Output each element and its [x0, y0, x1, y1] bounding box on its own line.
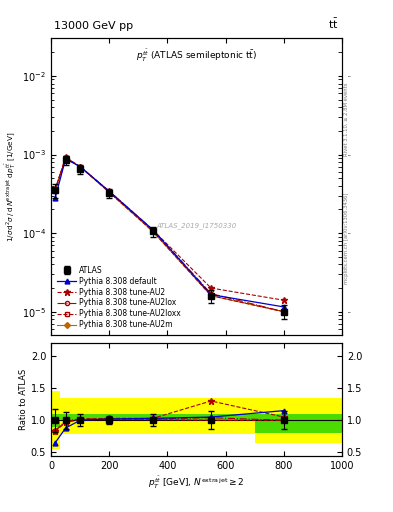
Pythia 8.308 tune-AU2lox	[151, 227, 155, 233]
Pythia 8.308 default	[63, 156, 68, 162]
Pythia 8.308 default	[78, 164, 83, 170]
Pythia 8.308 tune-AU2	[78, 164, 83, 170]
Pythia 8.308 tune-AU2loxx	[107, 189, 112, 196]
Pythia 8.308 tune-AU2loxx	[281, 309, 286, 315]
Text: ATLAS_2019_I1750330: ATLAS_2019_I1750330	[156, 222, 237, 229]
Pythia 8.308 tune-AU2lox	[63, 154, 68, 160]
Pythia 8.308 tune-AU2m	[281, 309, 286, 315]
Pythia 8.308 tune-AU2lox	[53, 186, 57, 193]
Pythia 8.308 tune-AU2	[151, 227, 155, 233]
Pythia 8.308 tune-AU2lox	[107, 188, 112, 195]
Pythia 8.308 tune-AU2loxx	[63, 155, 68, 161]
Line: Pythia 8.308 tune-AU2: Pythia 8.308 tune-AU2	[52, 154, 287, 303]
Pythia 8.308 tune-AU2	[63, 154, 68, 160]
Line: Pythia 8.308 tune-AU2m: Pythia 8.308 tune-AU2m	[53, 156, 286, 314]
Pythia 8.308 tune-AU2loxx	[151, 228, 155, 234]
Line: Pythia 8.308 tune-AU2lox: Pythia 8.308 tune-AU2lox	[53, 155, 286, 314]
Pythia 8.308 tune-AU2m	[53, 187, 57, 194]
Legend: ATLAS, Pythia 8.308 default, Pythia 8.308 tune-AU2, Pythia 8.308 tune-AU2lox, Py: ATLAS, Pythia 8.308 default, Pythia 8.30…	[55, 263, 184, 332]
Line: Pythia 8.308 tune-AU2loxx: Pythia 8.308 tune-AU2loxx	[53, 156, 286, 314]
Pythia 8.308 tune-AU2loxx	[78, 164, 83, 170]
Y-axis label: $1/\sigma\,\mathrm{d}^2\sigma\,/\,\mathrm{d}\,N^{\mathrm{extra\,jet}}\,\mathrm{d: $1/\sigma\,\mathrm{d}^2\sigma\,/\,\mathr…	[4, 132, 18, 242]
Pythia 8.308 tune-AU2m	[209, 292, 213, 298]
Text: Rivet 3.1.10, ≥ 2.8M events: Rivet 3.1.10, ≥ 2.8M events	[344, 83, 349, 157]
Pythia 8.308 tune-AU2loxx	[209, 292, 213, 298]
Pythia 8.308 tune-AU2m	[78, 164, 83, 170]
Text: $p_T^{t\bar{t}}$ (ATLAS semileptonic t$\bar{\mathrm{t}}$): $p_T^{t\bar{t}}$ (ATLAS semileptonic t$\…	[136, 47, 257, 63]
Pythia 8.308 tune-AU2m	[63, 155, 68, 161]
X-axis label: $p_T^{t\bar{t}}$ [GeV], $N^{\mathrm{extra\,jet}} \geq 2$: $p_T^{t\bar{t}}$ [GeV], $N^{\mathrm{extr…	[148, 475, 245, 491]
Text: t$\bar{\mathrm{t}}$: t$\bar{\mathrm{t}}$	[328, 17, 339, 31]
Pythia 8.308 default	[281, 304, 286, 310]
Text: 13000 GeV pp: 13000 GeV pp	[54, 21, 133, 31]
Pythia 8.308 default	[53, 195, 57, 201]
Pythia 8.308 tune-AU2m	[151, 228, 155, 234]
Pythia 8.308 tune-AU2lox	[78, 164, 83, 170]
Text: mcplots.cern.ch [arXiv:1306.3436]: mcplots.cern.ch [arXiv:1306.3436]	[344, 193, 349, 284]
Pythia 8.308 tune-AU2	[53, 186, 57, 193]
Line: Pythia 8.308 default: Pythia 8.308 default	[53, 157, 286, 309]
Pythia 8.308 tune-AU2	[281, 297, 286, 303]
Pythia 8.308 tune-AU2lox	[209, 290, 213, 296]
Y-axis label: Ratio to ATLAS: Ratio to ATLAS	[19, 369, 28, 430]
Pythia 8.308 default	[107, 188, 112, 195]
Pythia 8.308 default	[209, 291, 213, 297]
Pythia 8.308 tune-AU2	[107, 188, 112, 195]
Pythia 8.308 default	[151, 227, 155, 233]
Pythia 8.308 tune-AU2lox	[281, 309, 286, 315]
Pythia 8.308 tune-AU2m	[107, 189, 112, 196]
Pythia 8.308 tune-AU2loxx	[53, 188, 57, 195]
Pythia 8.308 tune-AU2	[209, 285, 213, 291]
